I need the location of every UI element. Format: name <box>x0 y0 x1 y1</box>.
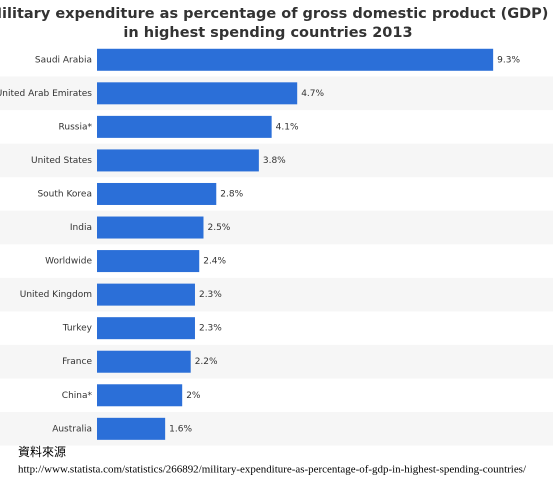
category-label: Saudi Arabia <box>35 55 92 65</box>
value-label: 2% <box>186 391 201 401</box>
category-label: Turkey <box>62 324 93 334</box>
row-band <box>0 143 553 178</box>
value-label: 2.3% <box>199 290 222 300</box>
value-label: 3.8% <box>263 156 286 166</box>
category-label: United Kingdom <box>20 290 92 300</box>
bar <box>97 283 195 306</box>
source-url: http://www.statista.com/statistics/26689… <box>18 464 526 475</box>
row-band <box>0 210 553 245</box>
bar <box>97 216 204 239</box>
value-label: 2.2% <box>195 357 218 367</box>
category-label: France <box>62 357 92 367</box>
category-label: Russia* <box>59 122 93 132</box>
category-label: Worldwide <box>45 257 92 267</box>
value-label: 2.5% <box>207 223 230 233</box>
category-label: Australia <box>52 424 92 434</box>
bar <box>97 48 494 71</box>
row-band <box>0 277 553 312</box>
category-label: India <box>70 223 92 233</box>
value-label: 2.8% <box>220 189 243 199</box>
bar <box>97 182 217 205</box>
row-band <box>0 344 553 379</box>
value-label: 1.6% <box>169 424 192 434</box>
row-bands <box>0 76 553 446</box>
category-label: South Korea <box>37 189 92 199</box>
category-label: United Arab Emirates <box>0 89 92 99</box>
bar <box>97 384 183 407</box>
value-label: 2.3% <box>199 324 222 334</box>
source-label: 資料來源 <box>18 445 66 459</box>
chart-title: Military expenditure as percentage of gr… <box>0 6 548 22</box>
value-label: 2.4% <box>203 257 226 267</box>
bar <box>97 115 272 138</box>
bar <box>97 250 200 273</box>
category-label: United States <box>31 156 92 166</box>
category-label: China* <box>62 391 93 401</box>
value-label: 4.7% <box>301 89 324 99</box>
chart-subtitle: in highest spending countries 2013 <box>123 25 412 41</box>
value-label: 4.1% <box>276 122 299 132</box>
bar <box>97 350 191 373</box>
bar <box>97 317 195 340</box>
bar <box>97 149 259 172</box>
row-band <box>0 412 553 446</box>
value-label: 9.3% <box>497 55 520 65</box>
bar <box>97 417 166 440</box>
bar <box>97 82 298 105</box>
